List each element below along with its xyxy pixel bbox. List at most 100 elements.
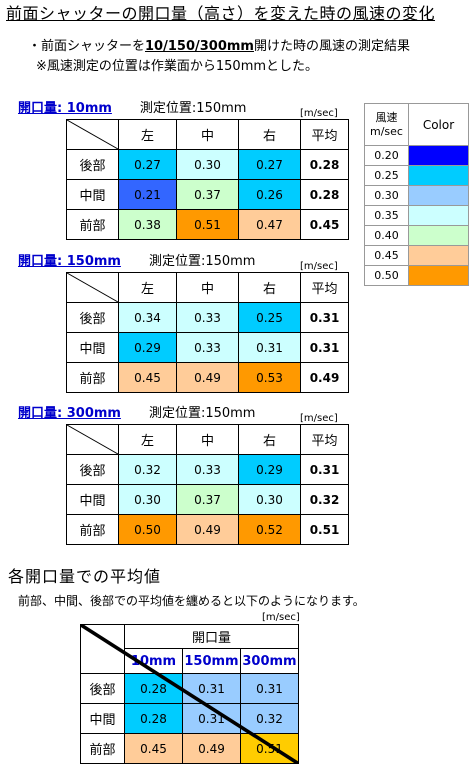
unit-label: [m/sec] xyxy=(300,108,338,119)
legend-row: 0.45 xyxy=(364,245,469,266)
legend-swatch xyxy=(408,245,469,266)
diagonal-corner-cell xyxy=(66,424,119,455)
average-cell: 0.51 xyxy=(300,514,349,545)
measurement-note: ・前面シャッターを10/150/300mm開けた時の風速の測定結果 xyxy=(28,38,410,56)
speed-cell: 0.33 xyxy=(176,454,239,485)
diagonal-corner-cell xyxy=(80,624,299,764)
section-label-link[interactable]: 開口量: 150mm xyxy=(18,254,121,269)
column-header: 左 xyxy=(118,424,177,455)
average-cell: 0.28 xyxy=(300,179,349,210)
speed-cell: 0.31 xyxy=(238,332,301,363)
page-title: 前面シャッターの開口量（高さ）を変えた時の風速の変化 xyxy=(6,4,436,23)
speed-cell: 0.30 xyxy=(118,484,177,515)
row-label: 後部 xyxy=(66,454,119,485)
note-openings: 10/150/300mm xyxy=(145,39,254,54)
legend-value: 0.20 xyxy=(364,145,409,166)
table-row: 前部 0.45 0.49 0.53 0.49 xyxy=(66,362,349,393)
diagonal-corner-cell xyxy=(66,272,119,303)
legend-value: 0.35 xyxy=(364,205,409,226)
speed-cell: 0.34 xyxy=(118,302,177,333)
average-cell: 0.45 xyxy=(300,209,349,240)
row-label: 中間 xyxy=(66,484,119,515)
speed-cell: 0.27 xyxy=(238,149,301,180)
table-row: 中間 0.21 0.37 0.26 0.28 xyxy=(66,179,349,210)
speed-cell: 0.37 xyxy=(176,179,239,210)
summary-cell: 0.45 xyxy=(124,733,183,764)
legend-value: 0.30 xyxy=(364,185,409,206)
legend-swatch xyxy=(408,145,469,166)
summary-cell: 0.28 xyxy=(124,703,183,734)
summary-cell: 0.31 xyxy=(182,673,241,704)
wind-speed-table: 左中右平均 後部 0.27 0.30 0.27 0.28 中間 0.21 0.37 0.26 0.2… xyxy=(66,119,349,240)
row-label: 中間 xyxy=(66,179,119,210)
average-cell: 0.31 xyxy=(300,302,349,333)
column-header: 平均 xyxy=(300,272,349,303)
summary-cell: 0.32 xyxy=(240,703,299,734)
legend-swatch xyxy=(408,165,469,186)
legend-swatch xyxy=(408,225,469,246)
row-label: 中間 xyxy=(66,332,119,363)
summary-cell: 0.51 xyxy=(240,733,299,764)
speed-cell: 0.47 xyxy=(238,209,301,240)
legend-swatch xyxy=(408,205,469,226)
note-suffix: 開けた時の風速の測定結果 xyxy=(253,39,410,54)
wind-speed-table: 左中右平均 後部 0.32 0.33 0.29 0.31 中間 0.30 0.37 0.30 0.3… xyxy=(66,424,349,545)
average-cell: 0.28 xyxy=(300,149,349,180)
speed-cell: 0.49 xyxy=(176,514,239,545)
color-legend: 風速 m/sec Color 0.20 0.25 0.30 0.35 0.40 0.45 0… xyxy=(364,103,469,286)
column-header: 中 xyxy=(176,119,239,150)
note-prefix: ・前面シャッターを xyxy=(28,39,146,54)
legend-value: 0.50 xyxy=(364,265,409,286)
row-label: 後部 xyxy=(66,302,119,333)
speed-cell: 0.32 xyxy=(118,454,177,485)
column-header: 右 xyxy=(238,424,301,455)
section-position: 測定位置:150mm xyxy=(139,101,247,116)
summary-row-label: 中間 xyxy=(80,703,125,734)
row-label: 前部 xyxy=(66,514,119,545)
legend-row: 0.40 xyxy=(364,225,469,246)
section-label-link[interactable]: 開口量: 300mm xyxy=(18,406,121,421)
section-header: 開口量: 300mm 測定位置:150mm xyxy=(18,406,255,422)
section-position: 測定位置:150mm xyxy=(148,254,256,269)
wind-speed-table: 左中右平均 後部 0.34 0.33 0.25 0.31 中間 0.29 0.33 0.31 0.3… xyxy=(66,272,349,393)
summary-row: 前部 0.45 0.49 0.51 xyxy=(80,733,299,764)
speed-cell: 0.29 xyxy=(238,454,301,485)
row-label: 後部 xyxy=(66,149,119,180)
summary-table: 開口量 10mm 150mm 300mm 後部 0.28 0.31 0.31 中間 0.28 0.3… xyxy=(80,624,299,764)
average-cell: 0.32 xyxy=(300,484,349,515)
section-header: 開口量: 10mm 測定位置:150mm xyxy=(18,101,246,117)
row-label: 前部 xyxy=(66,209,119,240)
speed-cell: 0.52 xyxy=(238,514,301,545)
summary-column-header: 150mm xyxy=(182,648,241,674)
speed-cell: 0.53 xyxy=(238,362,301,393)
legend-row: 0.30 xyxy=(364,185,469,206)
average-cell: 0.31 xyxy=(300,332,349,363)
section-label-link[interactable]: 開口量: 10mm xyxy=(18,101,112,116)
legend-row: 0.20 xyxy=(364,145,469,166)
column-header: 左 xyxy=(118,272,177,303)
column-header: 左 xyxy=(118,119,177,150)
speed-cell: 0.30 xyxy=(176,149,239,180)
position-note: ※風速測定の位置は作業面から150mmとした。 xyxy=(36,59,319,74)
average-cell: 0.49 xyxy=(300,362,349,393)
unit-label: [m/sec] xyxy=(300,413,338,424)
legend-row: 0.35 xyxy=(364,205,469,226)
speed-cell: 0.45 xyxy=(118,362,177,393)
section-position: 測定位置:150mm xyxy=(148,406,256,421)
speed-cell: 0.33 xyxy=(176,332,239,363)
speed-cell: 0.30 xyxy=(238,484,301,515)
table-row: 前部 0.38 0.51 0.47 0.45 xyxy=(66,209,349,240)
legend-swatch xyxy=(408,185,469,206)
column-header: 中 xyxy=(176,424,239,455)
table-row: 後部 0.27 0.30 0.27 0.28 xyxy=(66,149,349,180)
table-row: 後部 0.34 0.33 0.25 0.31 xyxy=(66,302,349,333)
speed-cell: 0.25 xyxy=(238,302,301,333)
speed-cell: 0.51 xyxy=(176,209,239,240)
table-row: 後部 0.32 0.33 0.29 0.31 xyxy=(66,454,349,485)
table-row: 中間 0.30 0.37 0.30 0.32 xyxy=(66,484,349,515)
column-header: 平均 xyxy=(300,119,349,150)
table-row: 中間 0.29 0.33 0.31 0.31 xyxy=(66,332,349,363)
legend-header-color: Color xyxy=(408,103,469,146)
legend-header-value: 風速 m/sec xyxy=(364,103,409,146)
speed-cell: 0.26 xyxy=(238,179,301,210)
